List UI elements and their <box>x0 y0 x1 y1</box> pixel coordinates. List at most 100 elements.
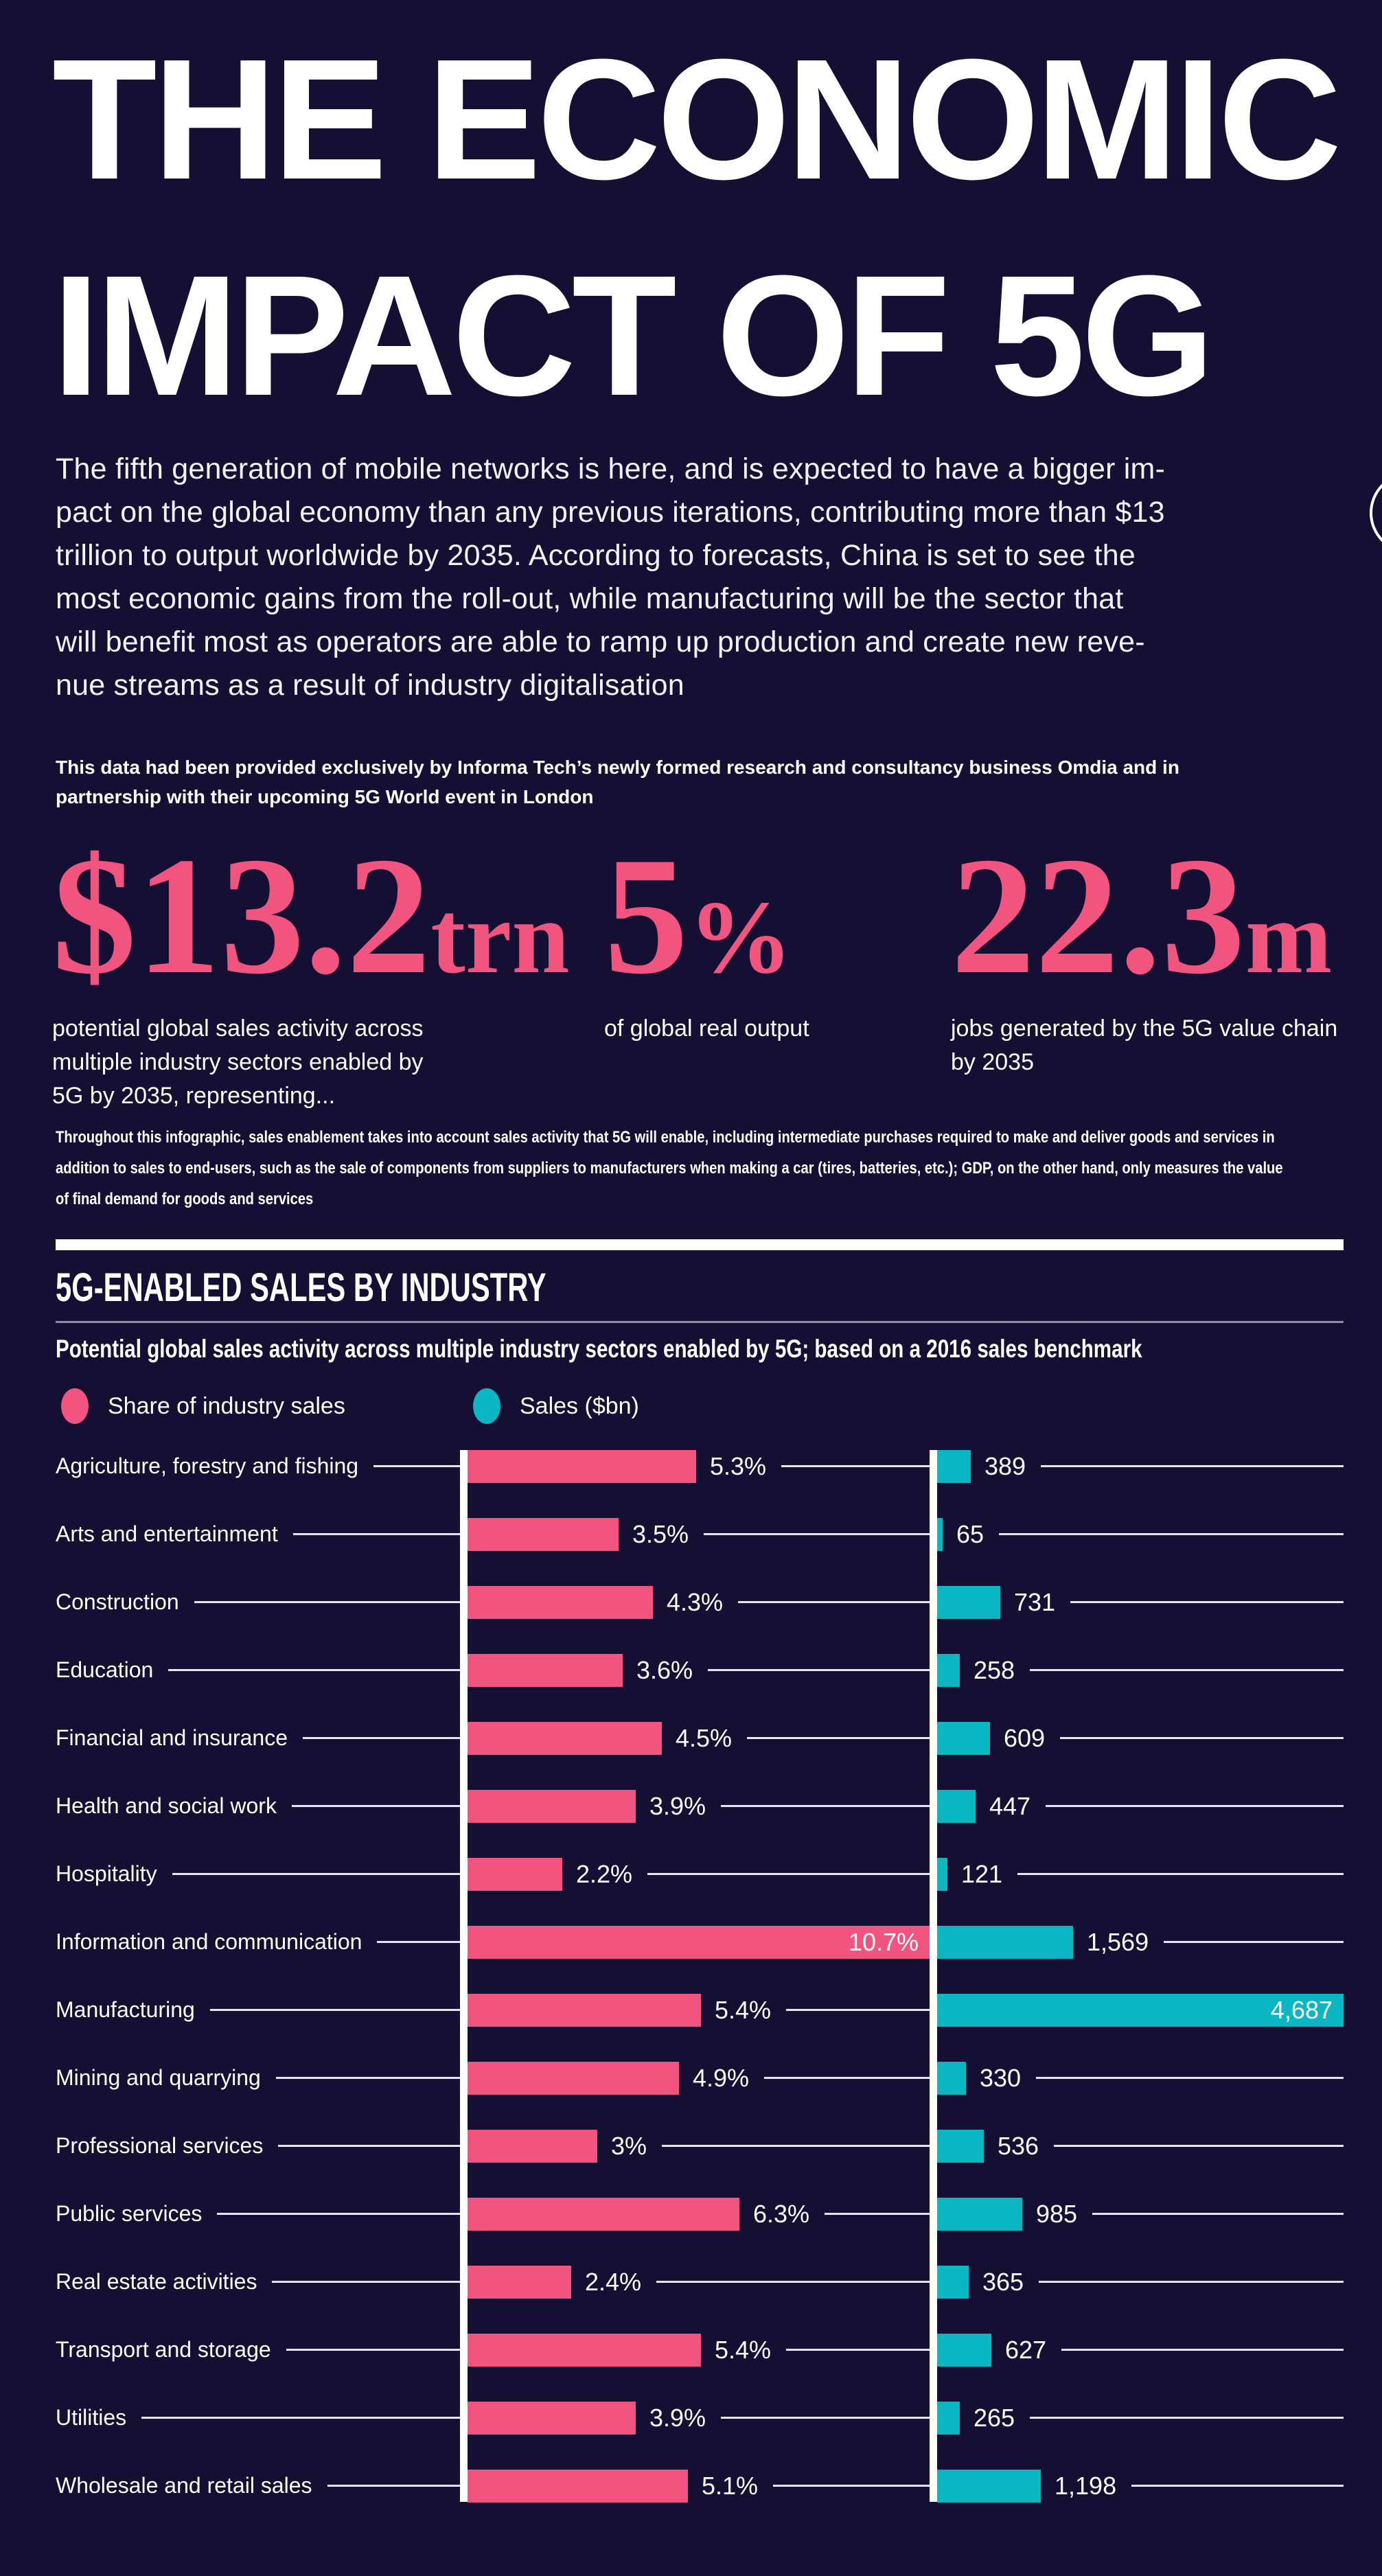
sales-value-label: 4,687 <box>1270 1995 1333 2024</box>
sales-value-label: 65 <box>956 1519 984 1548</box>
share-bar <box>468 2265 571 2299</box>
share-bar <box>468 2469 688 2503</box>
share-value-label: 2.4% <box>585 2267 642 2296</box>
category-cell: Utilities <box>56 2384 460 2452</box>
sales-cell: 389 <box>937 1432 1344 1500</box>
stat-number: 5 <box>604 823 689 1009</box>
share-value-label: 5.3% <box>710 1451 767 1480</box>
chart-subtitle: Potential global sales activity across m… <box>56 1335 1142 1363</box>
sales-cell: 265 <box>937 2384 1344 2452</box>
category-label: Education <box>56 1657 154 1682</box>
axis-sales-baseline <box>930 1450 937 2502</box>
connector-line <box>662 2145 930 2147</box>
connector-line <box>1046 1805 1344 1807</box>
sales-bar <box>937 1653 960 1687</box>
category-cell: Wholesale and retail sales <box>56 2452 460 2520</box>
chart-row: Real estate activities 2.4% 365 <box>56 2248 1344 2316</box>
connector-line <box>999 1533 1344 1535</box>
legend-dot-pink <box>61 1388 89 1424</box>
share-cell: 2.4% <box>468 2248 930 2316</box>
sales-bar <box>937 2129 984 2163</box>
sales-cell: 447 <box>937 1772 1344 1840</box>
share-bar <box>468 1585 653 1619</box>
category-label: Construction <box>56 1589 179 1614</box>
connector-line <box>168 1669 460 1671</box>
sales-bar <box>937 2061 966 2095</box>
category-cell: Agriculture, forestry and fishing <box>56 1432 460 1500</box>
share-value-label: 10.7% <box>848 1927 919 1956</box>
share-value-label: 3.9% <box>649 2403 706 2432</box>
share-bar <box>468 2061 679 2095</box>
share-bar <box>468 1857 562 1891</box>
chart-legend: Share of industry sales Sales ($bn) <box>56 1385 1344 1427</box>
section-heading: 5G-ENABLED SALES BY INDUSTRY <box>56 1265 546 1310</box>
connector-line <box>141 2417 460 2419</box>
sales-bar <box>937 1721 990 1755</box>
sales-value-label: 609 <box>1004 1723 1046 1752</box>
share-cell: 4.9% <box>468 2044 930 2112</box>
connector-line <box>786 2009 930 2011</box>
share-bar <box>468 2401 636 2435</box>
chart-row: Education 3.6% 258 <box>56 1636 1344 1704</box>
connector-line <box>764 2077 930 2079</box>
share-bar <box>468 1653 623 1687</box>
bar-chart: Agriculture, forestry and fishing 5.3% 389… <box>56 1432 1344 2520</box>
sales-bar <box>937 1925 1073 1959</box>
stat-global-output: 5% of global real output <box>604 831 809 1046</box>
connector-line <box>1092 2213 1344 2215</box>
connector-line <box>1041 1465 1344 1467</box>
sales-value-label: 121 <box>961 1859 1003 1888</box>
sales-cell: 4,687 <box>937 1976 1344 2044</box>
connector-line <box>704 1533 930 1535</box>
stat-global-sales: $13.2trn potential global sales activity… <box>52 831 570 1113</box>
chart-row: Arts and entertainment 3.5% 65 <box>56 1500 1344 1568</box>
connector-line <box>747 1737 930 1739</box>
sales-cell: 330 <box>937 2044 1344 2112</box>
share-bar <box>468 2333 701 2367</box>
category-cell: Arts and entertainment <box>56 1500 460 1568</box>
chart-row: Utilities 3.9% 265 <box>56 2384 1344 2452</box>
share-cell: 5.4% <box>468 1976 930 2044</box>
connector-line <box>773 2485 930 2487</box>
connector-line <box>209 2009 460 2011</box>
stat-jobs-value: 22.3m <box>951 831 1337 1000</box>
share-cell: 3.5% <box>468 1500 930 1568</box>
legend-dot-teal <box>473 1388 500 1424</box>
share-value-label: 6.3% <box>753 2199 810 2228</box>
category-label: Health and social work <box>56 1793 277 1818</box>
legend-label-share: Share of industry sales <box>108 1392 345 1419</box>
category-label: Hospitality <box>56 1861 157 1886</box>
legend-label-sales: Sales ($bn) <box>520 1392 639 1419</box>
category-label: Information and communication <box>56 1929 362 1954</box>
share-cell: 5.3% <box>468 1432 930 1500</box>
credit-note: This data had been provided exclusively … <box>56 757 1179 807</box>
legend-item-share: Share of industry sales <box>61 1385 345 1427</box>
connector-line <box>1061 2349 1344 2351</box>
connector-line <box>1131 2485 1344 2487</box>
sales-cell: 121 <box>937 1840 1344 1908</box>
sales-cell: 731 <box>937 1568 1344 1636</box>
stat-suffix: % <box>688 879 793 995</box>
share-bar <box>468 1993 701 2027</box>
connector-line <box>327 2485 460 2487</box>
chart-row: Financial and insurance 4.5% 609 <box>56 1704 1344 1772</box>
sales-bar <box>937 2197 1022 2231</box>
page-title-line1: THE ECONOMIC <box>52 23 1341 215</box>
stat-suffix: m <box>1245 879 1333 995</box>
category-cell: Hospitality <box>56 1840 460 1908</box>
page-title-line2: IMPACT OF 5G <box>52 240 1214 431</box>
sales-bar <box>937 1789 976 1823</box>
chart-row: Hospitality 2.2% 121 <box>56 1840 1344 1908</box>
stat-number: 22.3 <box>951 823 1245 1009</box>
chart-row: Wholesale and retail sales 5.1% 1,198 <box>56 2452 1344 2520</box>
chart-row: Construction 4.3% 731 <box>56 1568 1344 1636</box>
category-cell: Transport and storage <box>56 2316 460 2384</box>
sales-bar <box>937 1449 971 1483</box>
stat-jobs-desc: jobs generated by the 5G value chain by … <box>951 1015 1338 1075</box>
sales-bar <box>937 2401 960 2435</box>
connector-line <box>1070 1601 1344 1603</box>
chart-row: Agriculture, forestry and fishing 5.3% 389 <box>56 1432 1344 1500</box>
sales-bar <box>937 1857 947 1891</box>
stat-suffix: trn <box>430 879 570 995</box>
share-bar: 10.7% <box>468 1925 930 1959</box>
